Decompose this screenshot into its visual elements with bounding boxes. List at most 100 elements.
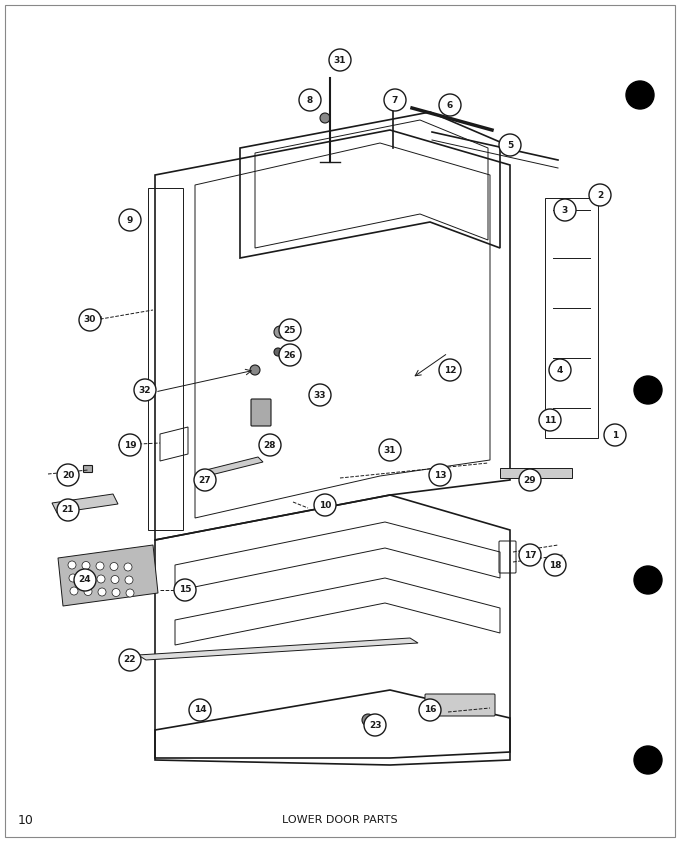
Circle shape bbox=[544, 554, 566, 576]
Circle shape bbox=[110, 562, 118, 571]
Circle shape bbox=[57, 464, 79, 486]
Circle shape bbox=[124, 563, 132, 571]
Circle shape bbox=[189, 699, 211, 721]
Polygon shape bbox=[138, 638, 418, 660]
Circle shape bbox=[429, 464, 451, 486]
Circle shape bbox=[84, 588, 92, 595]
Text: 3: 3 bbox=[562, 205, 568, 215]
Circle shape bbox=[499, 134, 521, 156]
Circle shape bbox=[74, 569, 96, 591]
Circle shape bbox=[70, 587, 78, 595]
Text: 21: 21 bbox=[62, 505, 74, 514]
Text: 18: 18 bbox=[549, 561, 561, 569]
Circle shape bbox=[519, 469, 541, 491]
Text: 8: 8 bbox=[307, 95, 313, 104]
Text: 29: 29 bbox=[524, 476, 537, 484]
Circle shape bbox=[119, 649, 141, 671]
Circle shape bbox=[259, 434, 281, 456]
Circle shape bbox=[194, 469, 216, 491]
Text: 22: 22 bbox=[124, 656, 136, 664]
Circle shape bbox=[362, 714, 374, 726]
Text: 15: 15 bbox=[179, 585, 191, 594]
Circle shape bbox=[83, 574, 91, 583]
Text: 33: 33 bbox=[313, 391, 326, 399]
Circle shape bbox=[419, 699, 441, 721]
Circle shape bbox=[274, 348, 282, 356]
Text: 25: 25 bbox=[284, 326, 296, 334]
Text: 24: 24 bbox=[79, 575, 91, 584]
Polygon shape bbox=[58, 545, 158, 606]
Circle shape bbox=[96, 562, 104, 570]
Text: 2: 2 bbox=[597, 190, 603, 200]
Circle shape bbox=[57, 499, 79, 521]
Circle shape bbox=[112, 589, 120, 596]
Circle shape bbox=[309, 384, 331, 406]
Circle shape bbox=[274, 326, 286, 338]
Text: 16: 16 bbox=[424, 706, 437, 715]
Circle shape bbox=[384, 89, 406, 111]
Circle shape bbox=[111, 575, 119, 584]
Text: 7: 7 bbox=[392, 95, 398, 104]
Circle shape bbox=[589, 184, 611, 206]
Circle shape bbox=[250, 365, 260, 375]
FancyBboxPatch shape bbox=[251, 399, 271, 426]
Polygon shape bbox=[500, 468, 572, 478]
Text: 5: 5 bbox=[507, 141, 513, 150]
Text: 28: 28 bbox=[264, 440, 276, 450]
Circle shape bbox=[554, 199, 576, 221]
Text: 4: 4 bbox=[557, 365, 563, 375]
Circle shape bbox=[539, 409, 561, 431]
Text: 30: 30 bbox=[84, 316, 96, 324]
Circle shape bbox=[174, 579, 196, 601]
Text: 11: 11 bbox=[544, 415, 556, 424]
Circle shape bbox=[519, 544, 541, 566]
Circle shape bbox=[634, 376, 662, 404]
Text: LOWER DOOR PARTS: LOWER DOOR PARTS bbox=[282, 815, 398, 825]
Circle shape bbox=[68, 561, 76, 569]
Text: 12: 12 bbox=[444, 365, 456, 375]
Text: 31: 31 bbox=[334, 56, 346, 65]
Circle shape bbox=[125, 576, 133, 584]
Text: 13: 13 bbox=[434, 471, 446, 479]
Circle shape bbox=[299, 89, 321, 111]
FancyBboxPatch shape bbox=[84, 466, 92, 472]
Circle shape bbox=[119, 209, 141, 231]
Circle shape bbox=[439, 359, 461, 381]
Circle shape bbox=[79, 309, 101, 331]
Circle shape bbox=[634, 566, 662, 594]
Circle shape bbox=[279, 344, 301, 366]
Polygon shape bbox=[198, 457, 263, 477]
Circle shape bbox=[69, 574, 77, 582]
Circle shape bbox=[389, 96, 397, 104]
Circle shape bbox=[439, 94, 461, 116]
Circle shape bbox=[98, 588, 106, 596]
Circle shape bbox=[119, 434, 141, 456]
Text: 32: 32 bbox=[139, 386, 151, 395]
Text: 1: 1 bbox=[612, 430, 618, 440]
Circle shape bbox=[82, 562, 90, 569]
Circle shape bbox=[314, 494, 336, 516]
Circle shape bbox=[97, 575, 105, 583]
Text: 17: 17 bbox=[524, 551, 537, 559]
Text: 26: 26 bbox=[284, 350, 296, 360]
Text: 9: 9 bbox=[126, 216, 133, 225]
Circle shape bbox=[320, 113, 330, 123]
Circle shape bbox=[549, 359, 571, 381]
Circle shape bbox=[134, 379, 156, 401]
Polygon shape bbox=[52, 494, 118, 513]
Circle shape bbox=[379, 439, 401, 461]
Text: 20: 20 bbox=[62, 471, 74, 479]
Text: 23: 23 bbox=[369, 721, 381, 729]
Circle shape bbox=[364, 714, 386, 736]
Circle shape bbox=[626, 81, 654, 109]
Text: 10: 10 bbox=[319, 500, 331, 509]
Text: 27: 27 bbox=[199, 476, 211, 484]
Text: 6: 6 bbox=[447, 100, 453, 109]
Circle shape bbox=[604, 424, 626, 446]
Text: 31: 31 bbox=[384, 445, 396, 455]
Text: 10: 10 bbox=[18, 813, 34, 827]
FancyBboxPatch shape bbox=[425, 694, 495, 716]
Circle shape bbox=[634, 746, 662, 774]
Text: 14: 14 bbox=[194, 706, 206, 715]
Circle shape bbox=[126, 589, 134, 597]
